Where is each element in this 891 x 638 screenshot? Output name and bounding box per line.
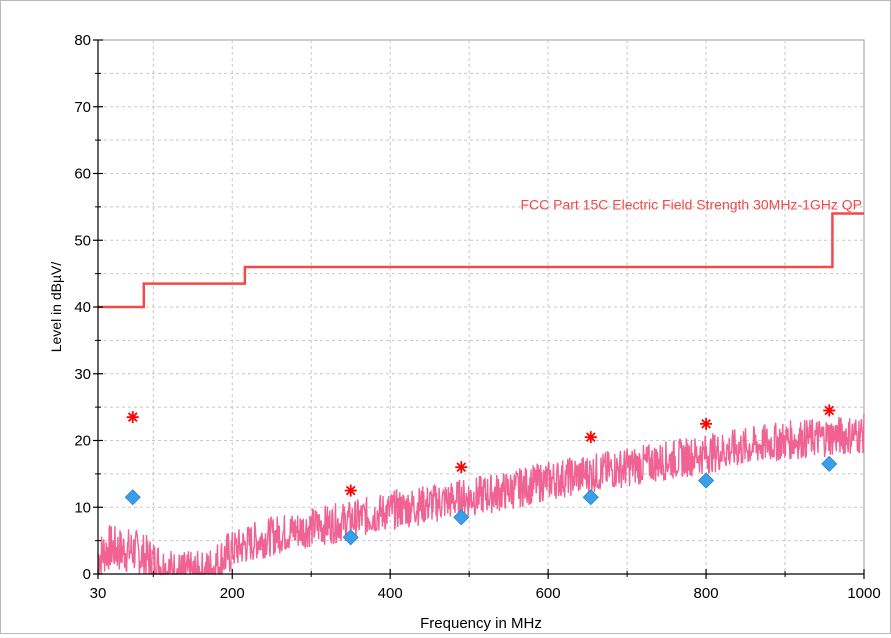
- limit-line-path: [98, 212, 864, 309]
- x-tick-label: 1000: [847, 585, 880, 602]
- qp-marker: [453, 509, 470, 526]
- limit-line: [98, 212, 864, 309]
- x-tick-label: 400: [378, 585, 403, 602]
- scan-trace-path: [97, 413, 865, 576]
- y-tick-label: 30: [74, 366, 91, 383]
- peak-marker: [344, 484, 357, 497]
- y-tick-label: 10: [74, 499, 91, 516]
- y-tick-label: 40: [74, 299, 91, 316]
- peak-marker: [584, 431, 597, 444]
- qp-marker: [582, 489, 599, 506]
- qp-marker: [697, 472, 715, 489]
- qp-marker: [342, 529, 359, 546]
- markers: [124, 404, 838, 546]
- peak-marker: [455, 461, 468, 474]
- qp-marker: [124, 489, 141, 506]
- scan-trace: [97, 413, 865, 576]
- y-tick-label: 0: [83, 566, 91, 583]
- x-tick-label: 200: [220, 585, 245, 602]
- qp-marker: [821, 455, 838, 472]
- y-tick-label: 50: [74, 232, 91, 249]
- axes: 0 10 20 30 40 50 60 70 80 30 200 400 600 800 1000: [74, 32, 880, 602]
- y-axis-label: Level in dBµV/: [48, 262, 64, 353]
- peak-marker: [823, 404, 836, 417]
- y-tick-label: 70: [74, 99, 91, 116]
- x-axis-label: Frequency in MHz: [420, 615, 542, 632]
- y-tick-label: 20: [74, 433, 91, 450]
- limit-line-label: FCC Part 15C Electric Field Strength 30M…: [520, 197, 862, 213]
- peak-marker: [126, 411, 139, 424]
- x-tick-label: 800: [694, 585, 719, 602]
- x-tick-label: 600: [536, 585, 561, 602]
- peak-marker: [700, 417, 713, 430]
- y-tick-label: 80: [74, 32, 91, 49]
- x-tick-label: 30: [90, 585, 107, 602]
- y-tick-label: 60: [74, 166, 91, 183]
